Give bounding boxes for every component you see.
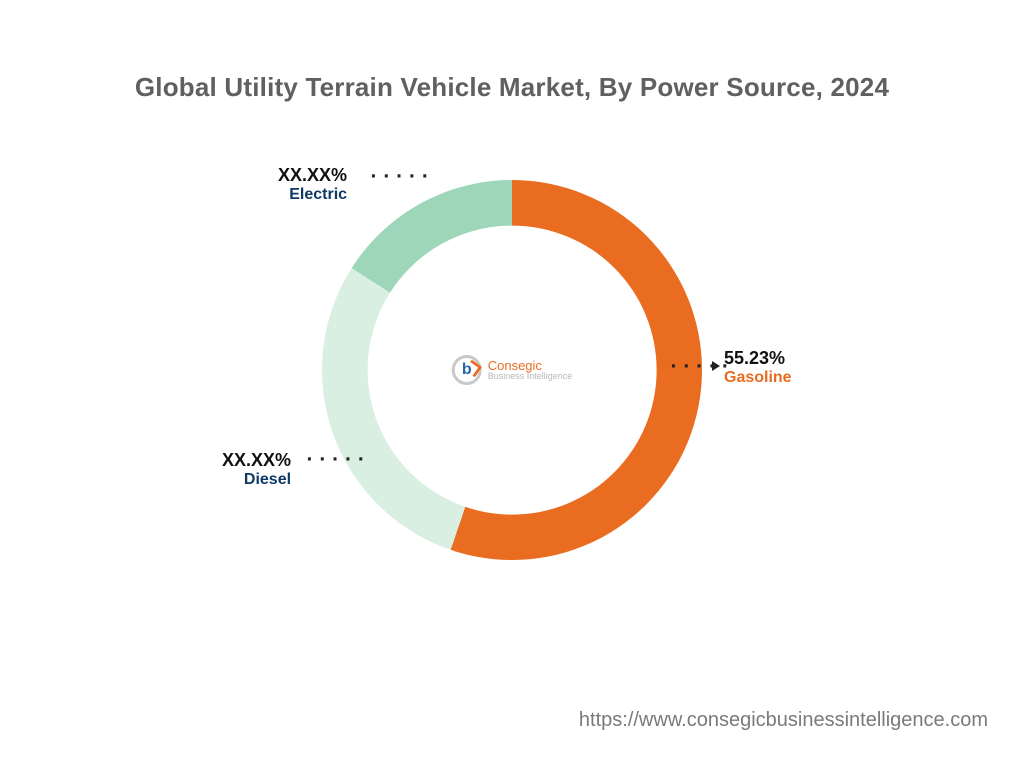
- logo-text: Consegic Business Intelligence: [488, 359, 573, 381]
- callout-diesel: XX.XX% Diesel: [222, 450, 291, 489]
- electric-label: Electric: [278, 186, 347, 204]
- leader-dots-electric: ·····: [368, 166, 432, 187]
- electric-pct: XX.XX%: [278, 165, 347, 186]
- arrowhead-icon: [712, 361, 720, 371]
- logo-mark-icon: b: [452, 355, 482, 385]
- center-logo: b Consegic Business Intelligence: [452, 355, 573, 385]
- callout-electric: XX.XX% Electric: [278, 165, 347, 204]
- leader-dots-diesel: ·····: [304, 449, 368, 470]
- donut-wrapper: b Consegic Business Intelligence: [0, 180, 1024, 560]
- footer-url: https://www.consegicbusinessintelligence…: [579, 709, 988, 732]
- callout-gasoline: 55.23% Gasoline: [724, 348, 792, 387]
- logo-letter: b: [462, 361, 472, 379]
- gasoline-pct: 55.23%: [724, 348, 792, 369]
- donut-chart: b Consegic Business Intelligence: [322, 180, 702, 560]
- chart-container: Global Utility Terrain Vehicle Market, B…: [0, 0, 1024, 768]
- logo-line2: Business Intelligence: [488, 372, 573, 381]
- gasoline-label: Gasoline: [724, 369, 792, 387]
- leader-dots-gasoline: ·····: [668, 356, 732, 377]
- diesel-label: Diesel: [222, 471, 291, 489]
- chart-title: Global Utility Terrain Vehicle Market, B…: [0, 72, 1024, 103]
- diesel-pct: XX.XX%: [222, 450, 291, 471]
